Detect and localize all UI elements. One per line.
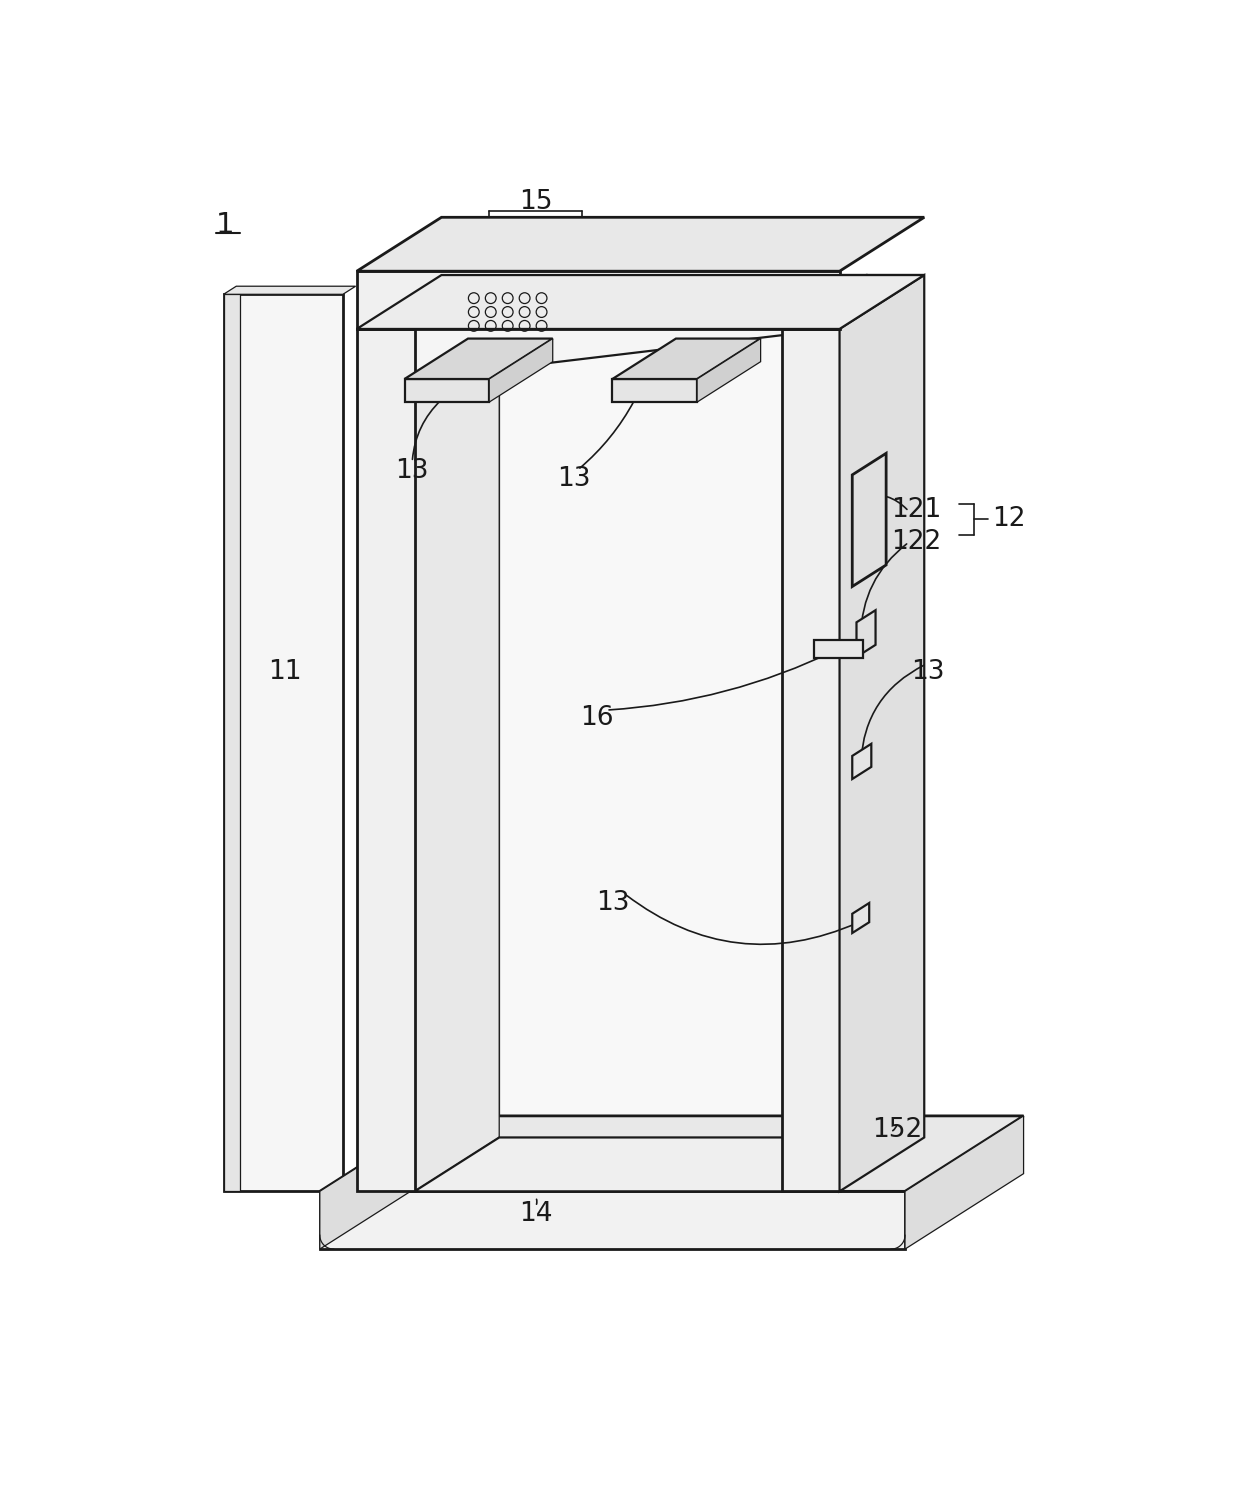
Polygon shape [357,271,839,329]
Polygon shape [500,276,867,1137]
Polygon shape [223,295,241,1192]
Polygon shape [404,378,490,402]
Polygon shape [414,276,924,329]
Polygon shape [852,453,887,587]
Polygon shape [320,1116,1023,1192]
Polygon shape [223,286,356,295]
Polygon shape [857,611,875,657]
Text: 13: 13 [595,890,629,915]
Polygon shape [414,1137,867,1192]
Text: 13: 13 [557,466,590,492]
Text: 13: 13 [396,459,429,484]
Polygon shape [697,338,760,402]
Text: 13: 13 [911,659,945,684]
Polygon shape [357,218,924,271]
Polygon shape [357,276,924,329]
Polygon shape [320,1192,905,1249]
Text: 1: 1 [216,212,234,238]
Text: 14: 14 [518,1201,552,1228]
Text: 122: 122 [892,529,941,556]
Polygon shape [357,276,500,329]
Polygon shape [414,276,867,378]
Text: 151: 151 [541,224,591,249]
Text: 152: 152 [872,1116,923,1143]
Polygon shape [613,378,697,402]
Polygon shape [490,338,553,402]
Text: 12: 12 [992,507,1025,532]
Text: 15: 15 [518,189,552,215]
Polygon shape [320,1116,439,1249]
Polygon shape [404,338,553,378]
Polygon shape [781,276,924,329]
Polygon shape [414,276,500,1192]
Polygon shape [813,639,863,659]
Polygon shape [781,329,839,1192]
Polygon shape [839,276,924,1192]
Text: 152: 152 [438,224,487,249]
Polygon shape [223,295,343,1192]
Polygon shape [852,903,869,933]
Polygon shape [905,1116,1023,1249]
Text: 121: 121 [892,496,941,523]
Text: 11: 11 [268,659,301,684]
Polygon shape [852,744,872,779]
Polygon shape [613,338,760,378]
Polygon shape [357,329,414,1192]
Text: 16: 16 [580,705,614,730]
